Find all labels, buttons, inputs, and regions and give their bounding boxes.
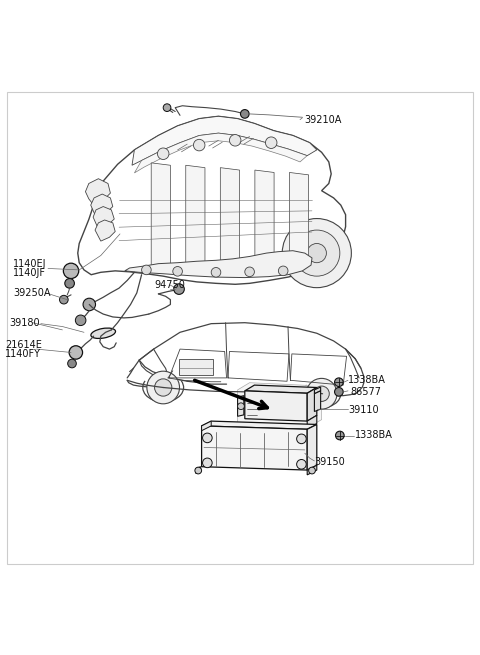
- Ellipse shape: [91, 328, 116, 339]
- Circle shape: [297, 434, 306, 443]
- Circle shape: [297, 460, 306, 469]
- Ellipse shape: [149, 217, 163, 227]
- Polygon shape: [307, 415, 317, 429]
- Polygon shape: [132, 117, 317, 165]
- Polygon shape: [220, 168, 240, 268]
- Circle shape: [83, 298, 96, 310]
- Ellipse shape: [154, 191, 168, 200]
- Ellipse shape: [219, 198, 234, 208]
- Circle shape: [63, 263, 79, 278]
- Polygon shape: [196, 467, 201, 474]
- Polygon shape: [93, 206, 114, 229]
- Polygon shape: [202, 426, 307, 470]
- Polygon shape: [238, 396, 244, 417]
- Polygon shape: [245, 391, 307, 421]
- Polygon shape: [307, 388, 317, 421]
- Circle shape: [309, 467, 315, 474]
- Circle shape: [240, 109, 249, 118]
- Ellipse shape: [151, 204, 166, 214]
- Circle shape: [314, 386, 329, 402]
- Circle shape: [211, 267, 221, 277]
- Ellipse shape: [250, 215, 264, 225]
- Polygon shape: [307, 465, 317, 475]
- Polygon shape: [289, 172, 309, 265]
- Ellipse shape: [190, 132, 208, 143]
- Text: 1338BA: 1338BA: [348, 375, 386, 385]
- Ellipse shape: [254, 202, 268, 212]
- Circle shape: [163, 104, 171, 111]
- Polygon shape: [245, 385, 317, 393]
- Text: 39250A: 39250A: [13, 288, 51, 298]
- Polygon shape: [78, 117, 346, 284]
- Circle shape: [142, 265, 151, 274]
- Text: 21614E: 21614E: [5, 340, 42, 350]
- Circle shape: [282, 219, 351, 288]
- Ellipse shape: [185, 200, 199, 210]
- Circle shape: [245, 267, 254, 276]
- Polygon shape: [202, 421, 317, 429]
- Circle shape: [173, 267, 182, 276]
- Circle shape: [265, 137, 277, 149]
- Polygon shape: [314, 387, 321, 394]
- Circle shape: [147, 371, 180, 404]
- Text: 1140EJ: 1140EJ: [13, 259, 47, 269]
- Polygon shape: [255, 170, 274, 267]
- Polygon shape: [202, 421, 211, 431]
- Ellipse shape: [257, 188, 271, 198]
- Circle shape: [68, 359, 76, 368]
- Circle shape: [60, 295, 68, 304]
- Text: 39210A: 39210A: [305, 115, 342, 124]
- Bar: [179, 359, 213, 375]
- Polygon shape: [151, 163, 170, 271]
- Circle shape: [193, 140, 205, 151]
- Circle shape: [155, 379, 172, 396]
- Polygon shape: [186, 165, 205, 269]
- Circle shape: [195, 467, 202, 474]
- Text: 39150: 39150: [314, 457, 345, 468]
- Circle shape: [294, 230, 340, 276]
- Text: 86577: 86577: [350, 387, 382, 398]
- Circle shape: [203, 433, 212, 443]
- Circle shape: [69, 346, 83, 359]
- Circle shape: [335, 378, 343, 386]
- Circle shape: [335, 388, 343, 396]
- Ellipse shape: [182, 214, 197, 224]
- Text: 39180: 39180: [10, 318, 40, 328]
- Polygon shape: [314, 391, 321, 411]
- Text: 1140FY: 1140FY: [5, 349, 41, 360]
- Ellipse shape: [156, 140, 175, 152]
- Circle shape: [238, 403, 244, 409]
- Ellipse shape: [222, 186, 237, 196]
- Circle shape: [229, 134, 241, 146]
- Ellipse shape: [226, 128, 245, 139]
- Text: 1140JF: 1140JF: [13, 268, 47, 278]
- Circle shape: [336, 431, 344, 440]
- Circle shape: [306, 379, 337, 409]
- Polygon shape: [125, 251, 312, 278]
- Circle shape: [75, 315, 86, 326]
- Polygon shape: [91, 194, 113, 217]
- Polygon shape: [95, 220, 115, 241]
- Circle shape: [65, 278, 74, 288]
- Circle shape: [203, 458, 212, 468]
- Polygon shape: [238, 383, 322, 426]
- Polygon shape: [307, 424, 317, 470]
- Ellipse shape: [187, 187, 202, 197]
- Circle shape: [157, 148, 169, 160]
- Circle shape: [174, 284, 184, 294]
- Text: 1338BA: 1338BA: [355, 430, 393, 441]
- Circle shape: [278, 266, 288, 276]
- Ellipse shape: [216, 212, 231, 222]
- Text: 39110: 39110: [348, 405, 379, 415]
- Ellipse shape: [262, 130, 280, 141]
- Text: 94750: 94750: [155, 280, 185, 290]
- Polygon shape: [85, 179, 110, 205]
- Circle shape: [307, 244, 326, 263]
- Polygon shape: [134, 133, 307, 173]
